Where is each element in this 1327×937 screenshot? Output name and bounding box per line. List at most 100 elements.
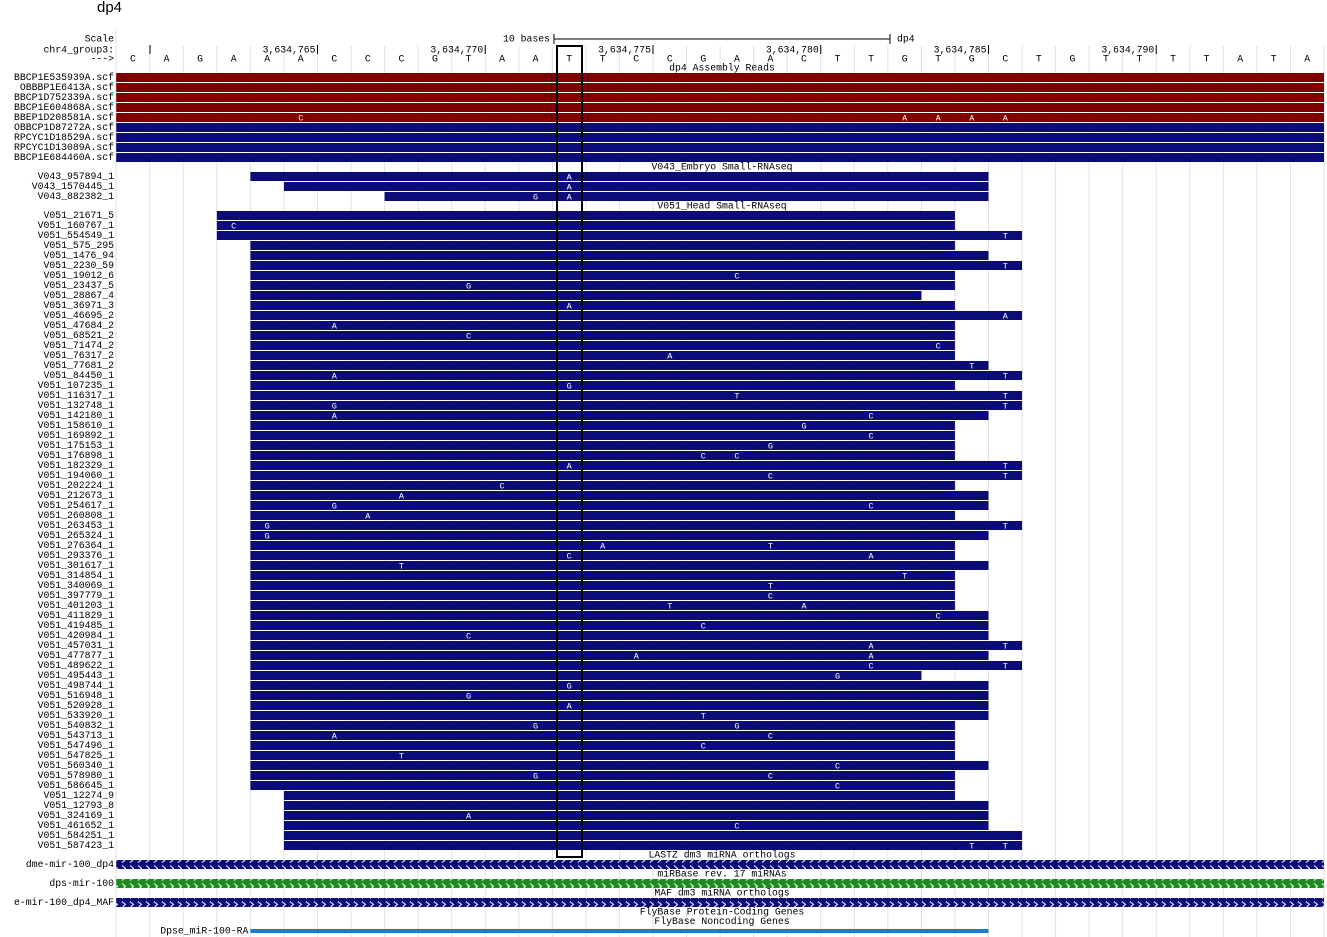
read-bar [116,113,1325,122]
read-bar [250,261,1023,270]
mismatch-base: G [768,441,773,451]
mismatch-base: T [1003,401,1008,411]
mismatch-base: C [869,661,874,671]
mismatch-base: G [265,531,270,541]
read-bar [250,331,955,340]
mismatch-base: T [768,581,773,591]
read-label: V051_254617_1 [38,500,115,511]
base: A [499,54,505,65]
read-label: V051_158610_1 [38,420,115,431]
mismatch-base: A [902,113,908,123]
read-label: V051_516948_1 [38,690,115,701]
read-bar [116,153,1325,162]
mismatch-base: T [399,561,404,571]
chrom-label: chr4_group3: [43,45,114,56]
strand-label: ---> [90,54,114,65]
strand-chevrons [116,879,1325,888]
read-bar [250,301,955,310]
mismatch-base: G [332,401,337,411]
base: A [298,54,304,65]
ruler-label: 3,634,770 [430,45,483,56]
read-bar [116,143,1325,152]
read-label: V051_340069_1 [38,580,115,591]
mismatch-base: A [567,701,573,711]
scale-assembly: dp4 [897,34,915,45]
read-bar [250,651,989,660]
read-bar [250,581,955,590]
mismatch-base: A [332,371,338,381]
read-bar [283,791,955,800]
ruler-label: 3,634,775 [598,45,651,56]
mismatch-base: C [466,331,471,341]
read-label: V051_23437_5 [43,280,114,291]
read-label: V051_547496_1 [38,740,115,751]
read-label: V051_314854_1 [38,570,115,581]
read-bar [250,691,989,700]
mismatch-base: G [835,671,840,681]
mismatch-base: G [533,192,538,202]
mismatch-base: A [332,731,338,741]
mismatch-base: A [332,411,338,421]
read-bar [250,251,989,260]
read-bar [250,741,955,750]
read-bar [250,711,989,720]
page-title: dp4 [97,0,122,16]
read-bar [250,411,989,420]
mismatch-base: A [332,321,338,331]
read-label: V051_547825_1 [38,750,115,761]
mismatch-base: C [701,741,706,751]
mismatch-base: A [869,551,875,561]
read-label: BBEP1D208581A.scf [14,112,114,123]
read-bar [250,671,922,680]
base: C [633,54,639,65]
base: G [432,54,438,65]
read-label: V051_324169_1 [38,810,115,821]
read-bar [250,571,955,580]
read-label: V051_301617_1 [38,560,115,571]
mismatch-base: C [734,271,739,281]
mismatch-base: A [969,113,975,123]
read-label: V051_107235_1 [38,380,115,391]
strand-chevrons [116,860,1325,869]
mismatch-base: C [768,591,773,601]
read-label: OBBBP1E6413A.scf [20,82,114,93]
read-label: V051_12274_9 [43,790,114,801]
base: A [1304,54,1310,65]
mismatch-base: C [768,731,773,741]
read-bar [250,351,955,360]
read-label: V051_584251_1 [38,830,115,841]
mismatch-base: T [1003,641,1008,651]
read-bar [283,831,1023,840]
read-bar [250,281,955,290]
read-label: V051_12793_8 [43,800,114,811]
mismatch-base: A [399,491,405,501]
mismatch-base: C [835,761,840,771]
mismatch-base: A [936,113,942,123]
mismatch-base: T [1003,261,1008,271]
mismatch-base: T [734,391,739,401]
mismatch-base: T [1003,391,1008,401]
base: C [130,54,136,65]
read-bar [250,321,955,330]
read-label: V051_47684_2 [43,320,114,331]
read-label: RPCYC1D18529A.scf [14,132,114,143]
mismatch-base: C [936,341,941,351]
read-label: V051_276364_1 [38,540,115,551]
read-label: V051_36971_3 [43,300,114,311]
read-label: V051_116317_1 [38,390,115,401]
read-label: V051_554549_1 [38,230,115,241]
read-label: V051_477877_1 [38,650,115,661]
base: A [264,54,270,65]
read-label: V051_578980_1 [38,770,115,781]
mismatch-base: C [701,451,706,461]
track-header: dp4 Assembly Reads [669,63,775,74]
read-label: V051_457031_1 [38,640,115,651]
mismatch-base: G [567,681,572,691]
read-label: BBCP1E604868A.scf [14,102,114,113]
read-bar [250,541,955,550]
mismatch-base: C [835,781,840,791]
base: G [1069,54,1075,65]
scale-bar [553,34,891,44]
mismatch-base: C [298,113,303,123]
